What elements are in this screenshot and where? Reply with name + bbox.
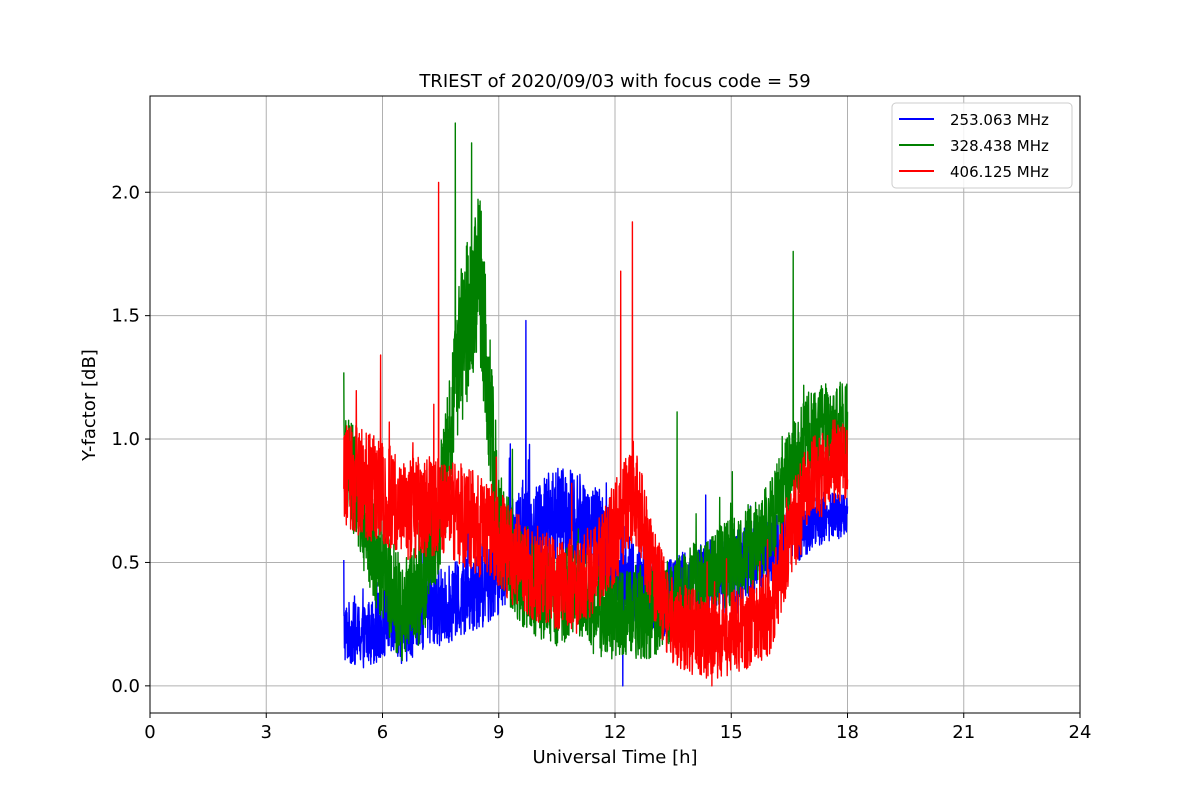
- series-line-406: [343, 181, 849, 687]
- legend: 253.063 MHz 328.438 MHz 406.125 MHz: [891, 102, 1073, 189]
- legend-label-328: 328.438 MHz: [950, 137, 1049, 155]
- y-tick-label: 0.5: [111, 552, 140, 573]
- x-tick-label: 21: [952, 722, 975, 743]
- y-axis-label: Y-factor [dB]: [79, 349, 100, 462]
- x-tick-label: 15: [720, 722, 743, 743]
- y-axis-ticks: 0.0 0.5 1.0 1.5 2.0: [111, 182, 150, 697]
- x-tick-label: 0: [144, 722, 155, 743]
- legend-box: [891, 102, 1073, 189]
- x-axis-label: Universal Time [h]: [532, 747, 697, 768]
- legend-label-253: 253.063 MHz: [950, 111, 1049, 129]
- x-tick-label: 24: [1069, 722, 1092, 743]
- y-tick-label: 0.0: [111, 676, 140, 697]
- series-group: [343, 122, 849, 687]
- x-tick-label: 9: [493, 722, 504, 743]
- x-tick-label: 12: [604, 722, 627, 743]
- x-tick-label: 6: [377, 722, 388, 743]
- x-tick-label: 3: [261, 722, 272, 743]
- y-tick-label: 1.5: [111, 306, 140, 327]
- chart-title: TRIEST of 2020/09/03 with focus code = 5…: [418, 71, 810, 92]
- y-tick-label: 2.0: [111, 182, 140, 203]
- legend-label-406: 406.125 MHz: [950, 163, 1049, 181]
- x-tick-label: 18: [836, 722, 859, 743]
- y-tick-label: 1.0: [111, 429, 140, 450]
- x-axis-ticks: 0 3 6 9 12 15 18 21 24: [144, 713, 1091, 743]
